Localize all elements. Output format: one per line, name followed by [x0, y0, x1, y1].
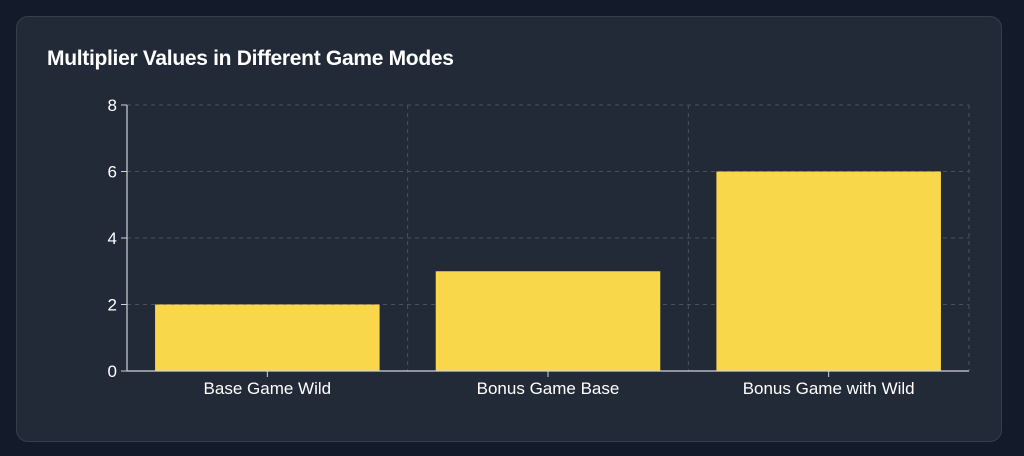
bar-chart: 0 2 4 6 8 Base Game Wild Bonus Game Base Bonus …: [108, 96, 970, 398]
chart-card: Multiplier Values in Different Game Mode…: [16, 16, 1002, 442]
y-tick-label: 4: [108, 229, 117, 248]
y-tick-label: 8: [108, 96, 117, 115]
bar-bonus-game-with-wild: [716, 171, 941, 371]
x-tick-label: Base Game Wild: [204, 379, 332, 398]
chart-title: Multiplier Values in Different Game Mode…: [47, 47, 454, 70]
x-tick-label: Bonus Game Base: [477, 379, 620, 398]
y-tick-label: 0: [108, 362, 117, 381]
x-tick-label: Bonus Game with Wild: [743, 379, 915, 398]
y-tick-label: 2: [108, 296, 117, 315]
bar-base-game-wild: [155, 304, 380, 371]
bar-bonus-game-base: [435, 271, 661, 371]
y-tick-label: 6: [108, 163, 117, 182]
